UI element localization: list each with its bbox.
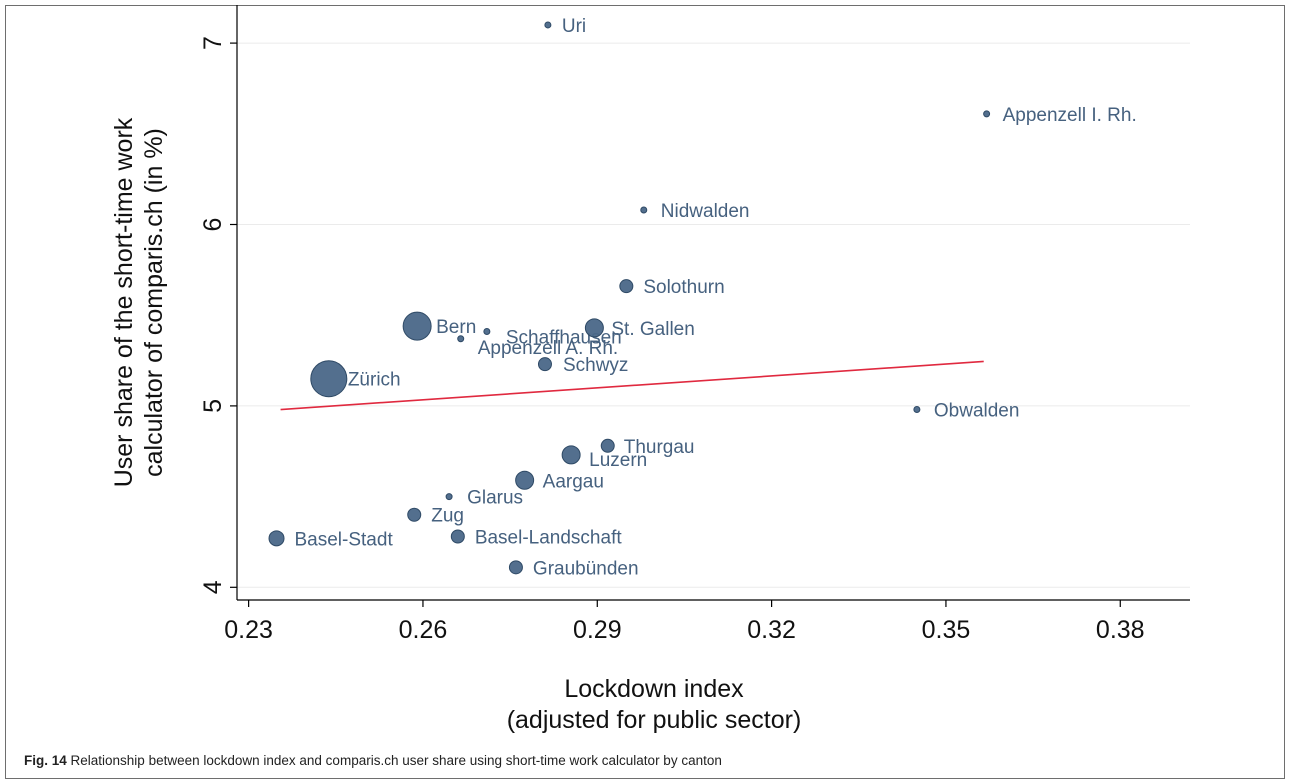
point-label: Zug [431,506,464,527]
data-point [544,21,552,29]
data-point [407,507,422,522]
x-tick-label: 0.38 [1096,616,1145,644]
y-tick-label: 6 [199,218,227,232]
point-label: Graubünden [533,558,639,579]
point-label: Luzern [589,450,647,471]
point-label: Glarus [467,488,523,509]
caption-text: Relationship between lockdown index and … [66,753,722,768]
data-point [457,335,465,343]
y-tick-label: 5 [199,399,227,413]
data-point [561,445,581,465]
data-point [445,493,453,501]
x-tick-label: 0.32 [747,616,796,644]
data-point [450,529,465,544]
data-point [483,328,491,336]
data-point [619,279,634,294]
point-label: Basel-Stadt [295,529,394,550]
point-label: Bern [436,317,476,338]
caption-label: Fig. 14 [24,753,67,768]
point-label: Appenzell A. Rh. [478,338,618,359]
x-tick-label: 0.23 [224,616,273,644]
data-point [515,470,535,490]
x-axis-title: (adjusted for public sector) [507,706,802,734]
point-label: Solothurn [643,277,724,298]
point-label: Thurgau [624,437,695,458]
figure-caption: Fig. 14 Relationship between lockdown in… [24,753,722,768]
y-axis-title: User share of the short-time work [110,117,138,487]
data-point [268,530,285,547]
data-point [584,318,604,338]
x-tick-label: 0.26 [399,616,448,644]
data-point [983,110,991,118]
point-label: Aargau [543,471,604,492]
x-axis-title: Lockdown index [564,675,744,703]
data-point [402,311,432,341]
data-point [310,360,348,398]
point-label: Obwalden [934,401,1020,422]
x-tick-label: 0.29 [573,616,622,644]
point-label: Nidwalden [661,201,750,222]
data-point [600,438,615,453]
data-point [913,406,921,414]
point-label: Uri [562,16,586,37]
point-label: St. Gallen [611,319,694,340]
data-point [640,206,648,214]
data-point [508,560,523,575]
figure-frame [5,5,1285,779]
data-point [537,357,552,372]
fit-line [280,360,984,411]
y-axis-title: calculator of comparis.ch (in %) [140,128,168,477]
y-tick-label: 7 [199,36,227,50]
y-tick-label: 4 [199,580,227,594]
x-tick-label: 0.35 [922,616,971,644]
point-label: Zürich [348,370,401,391]
scatter-plot: 4 5 6 7 0.23 0.26 0.29 0.32 0.35 0.38 User share o… [110,5,1190,734]
point-label: Schwyz [563,355,628,376]
point-label: Basel-Landschaft [475,528,623,549]
point-label: Appenzell I. Rh. [1003,105,1137,126]
